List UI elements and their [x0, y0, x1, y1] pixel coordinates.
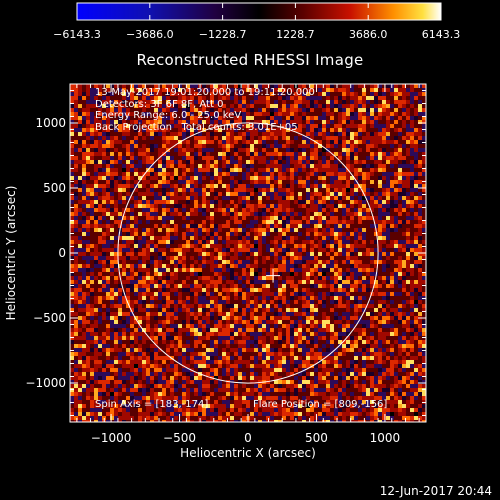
info-line-energy-range: Energy Range: 6.0 - 25.0 keV: [95, 110, 242, 121]
x-tick-label: 500: [305, 431, 328, 445]
solar-limb-circle: [117, 122, 379, 384]
spin-axis-label: Spin Axis = [183,-174]: [95, 399, 209, 410]
flare-position-label: Flare Position = [809,-156]: [253, 399, 388, 410]
axis-ticks: −1000 −500 0 500 1000 −1000 −500 0 500 1000: [25, 84, 426, 445]
info-line-time-range: 13-May-2017 19:01:20.000 to 19:11:20.000: [95, 87, 315, 98]
plot-title: Reconstructed RHESSI Image: [136, 51, 364, 69]
info-annotation: 13-May-2017 19:01:20.000 to 19:11:20.000…: [95, 87, 315, 133]
y-tick-label: −500: [33, 311, 66, 325]
timestamp: 12-Jun-2017 20:44: [379, 484, 492, 498]
colorbar-tick-label: 1228.7: [276, 28, 315, 41]
colorbar-tick-label: 3686.0: [349, 28, 388, 41]
colorbar-tick-label: −3686.0: [126, 28, 174, 41]
y-tick-label: 500: [43, 181, 66, 195]
x-tick-label: 0: [244, 431, 252, 445]
y-tick-label: 0: [58, 246, 66, 260]
info-line-detectors: Detectors: 3F 6F 8F, Att 0: [95, 98, 224, 110]
info-line-back-projection: Back Projection Total counts: 3.01E+05: [95, 121, 298, 133]
x-tick-label: −1000: [91, 431, 132, 445]
colorbar-tick-label: −6143.3: [53, 28, 101, 41]
y-tick-label: 1000: [35, 116, 66, 130]
y-axis-label: Heliocentric Y (arcsec): [4, 186, 18, 321]
crosshair-marker: [266, 268, 281, 283]
x-axis-label: Heliocentric X (arcsec): [180, 446, 316, 460]
y-tick-label: −1000: [25, 376, 66, 390]
x-tick-label: −500: [163, 431, 196, 445]
colorbar: −6143.3 −3686.0 −1228.7 1228.7 3686.0 6143.3: [53, 2, 461, 41]
x-tick-label: 1000: [370, 431, 401, 445]
image-pixels: [70, 84, 426, 422]
colorbar-tick-label: 6143.3: [422, 28, 461, 41]
colorbar-tick-label: −1228.7: [199, 28, 247, 41]
colorbar-gradient: [76, 2, 442, 21]
